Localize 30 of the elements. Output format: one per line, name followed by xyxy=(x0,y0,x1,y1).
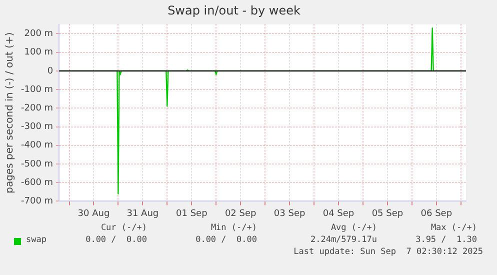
x-tick-label: 03 Sep xyxy=(274,208,306,219)
text: 3.95 / 1.30 xyxy=(416,235,477,245)
text: 2.24m/579.17u xyxy=(310,235,377,245)
y-tick-label: -700 m xyxy=(20,196,54,207)
text: Max (-/+) xyxy=(430,223,477,233)
y-tick-label: 100 m xyxy=(24,48,54,58)
x-tick-label: 01 Sep xyxy=(176,208,208,219)
text: Cur (-/+) xyxy=(100,223,147,233)
x-tick-label: 02 Sep xyxy=(224,208,257,219)
y-tick-label: -300 m xyxy=(20,122,54,132)
chart-title: Swap in/out - by week xyxy=(168,3,300,18)
legend-label: swap xyxy=(26,235,46,245)
y-tick-label: -100 m xyxy=(20,84,54,95)
y-tick-label: -200 m xyxy=(20,103,54,114)
x-tick-label: 31 Aug xyxy=(126,208,159,219)
x-tick-label: 30 Aug xyxy=(78,208,110,219)
text: Avg (-/+) xyxy=(330,223,377,233)
text: Min (-/+) xyxy=(210,223,257,233)
y-tick-label: -600 m xyxy=(20,178,54,188)
text: 0.00 / 0.00 xyxy=(196,235,257,245)
x-tick-label: 06 Sep xyxy=(420,208,452,219)
text: 0.00 / 0.00 xyxy=(86,235,147,245)
text: Last update: Sun Sep 7 02:30:12 2025 xyxy=(294,247,483,257)
y-tick-label: -500 m xyxy=(20,159,54,170)
x-tick-label: 05 Sep xyxy=(372,208,404,219)
y-axis-title: pages per second in (-) / out (+) xyxy=(4,32,16,194)
y-tick-label: -400 m xyxy=(20,140,54,151)
x-tick-label: 04 Sep xyxy=(322,208,354,219)
y-tick-label: 0 xyxy=(47,66,54,76)
y-tick-label: 200 m xyxy=(24,29,54,40)
